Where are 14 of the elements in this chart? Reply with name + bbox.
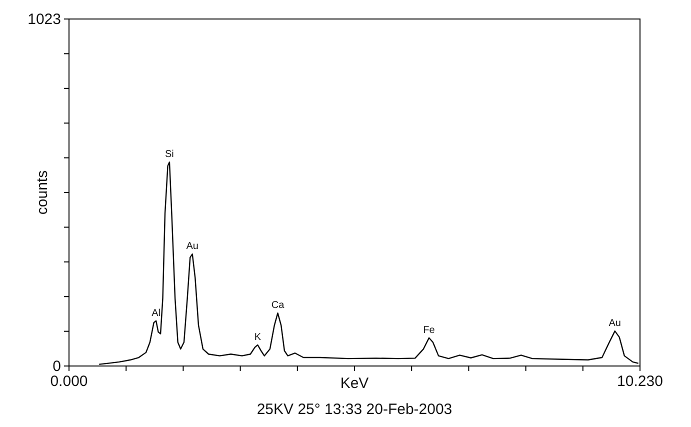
x-tick-label: 10.230 [617,373,663,390]
annotation: Ca [271,300,285,312]
annotation: Au [608,318,621,330]
annotation: Au [186,241,198,252]
annotation: K [254,332,262,343]
annotation: Fe [423,324,436,336]
text: 25KV 25° 13:33 20-Feb-2003 [256,401,452,418]
x-axis-title: KeV [340,375,369,392]
y-tick-label: 1023 [28,11,61,28]
y-tick-label: 0 [52,358,61,375]
y-axis-title: counts [34,170,51,215]
annotation: Si [165,149,174,160]
annotation: Al [152,308,161,319]
x-tick-label: 0.000 [50,373,88,390]
